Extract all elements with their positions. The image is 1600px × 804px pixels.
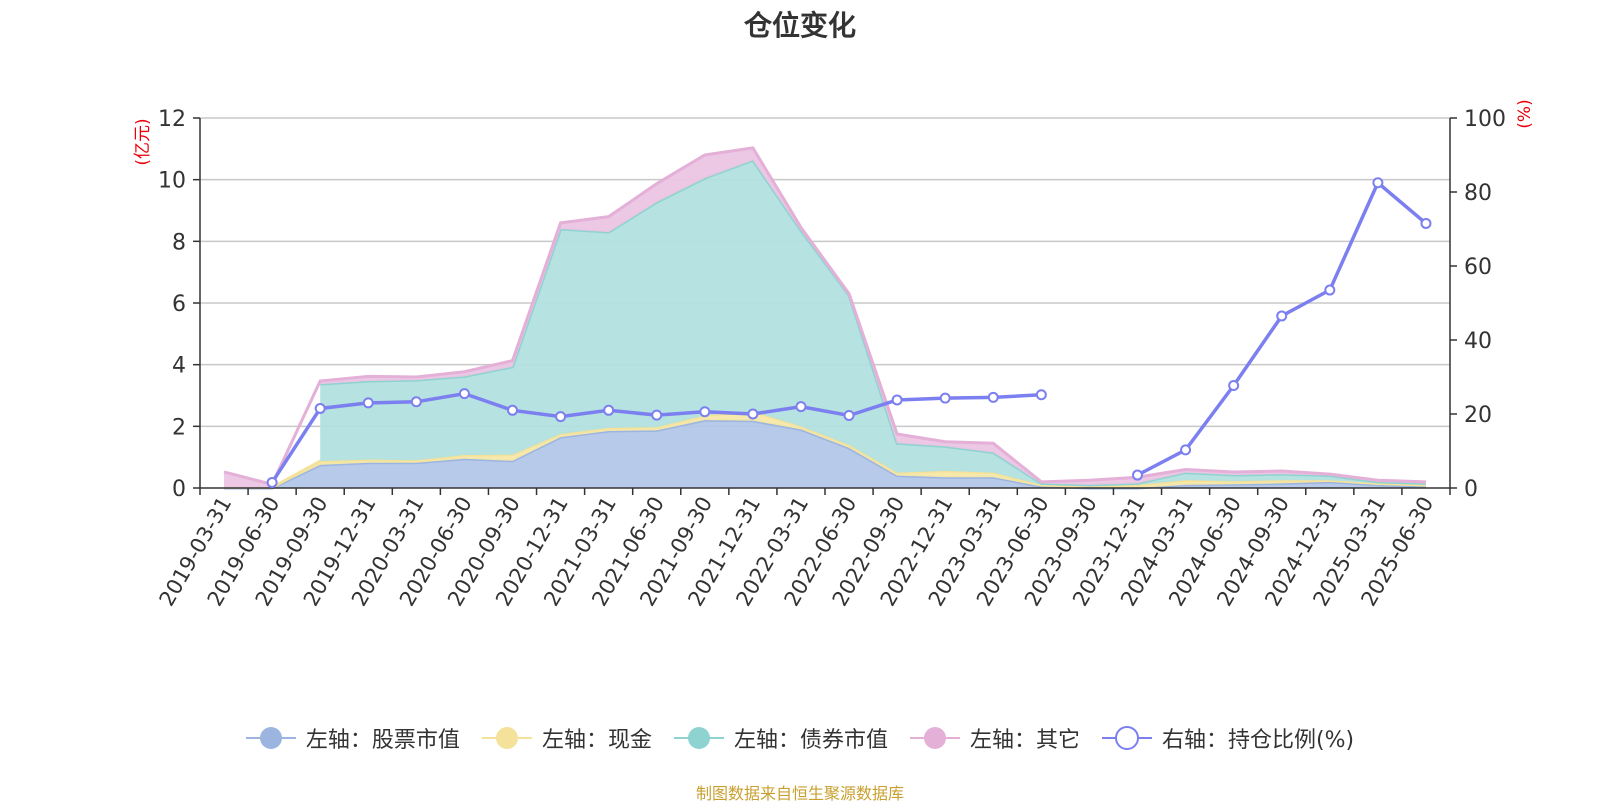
stacked-areas: [223, 146, 1427, 490]
ratio-point: [555, 411, 567, 423]
ratio-line-path: [1136, 179, 1428, 477]
legend-symbol-icon: [673, 727, 724, 749]
right-tick-label: 40: [1464, 329, 1492, 354]
legend: 左轴：股票市值 左轴：现金 左轴：债券市值 左轴：其它 右轴：持仓比例(%): [0, 722, 1600, 754]
right-tick-label: 60: [1464, 255, 1492, 280]
area-edge-line: [224, 418, 1427, 490]
ratio-point: [362, 397, 374, 409]
left-tick-label: 8: [172, 230, 186, 255]
ratio-point: [1228, 380, 1240, 392]
source-note: 制图数据来自恒生聚源数据库: [695, 784, 904, 803]
legend-item[interactable]: 右轴：持仓比例(%): [1101, 722, 1355, 754]
legend-marker: [923, 727, 946, 749]
right-axis-label: (%): [1515, 99, 1535, 128]
ratio-point: [410, 396, 422, 408]
ratio-point: [1035, 389, 1047, 401]
ratio-point: [314, 402, 326, 414]
right-tick-label: 80: [1464, 181, 1492, 206]
ratio-point: [795, 401, 807, 413]
legend-marker: [495, 727, 518, 749]
ratio-point: [1276, 310, 1288, 322]
ratio-point: [747, 408, 759, 420]
left-tick-label: 12: [158, 107, 186, 132]
legend-symbol-icon: [1101, 726, 1152, 750]
legend-symbol-icon: [245, 727, 296, 749]
legend-label: 左轴：股票市值: [305, 728, 460, 753]
legend-item[interactable]: 左轴：其它: [909, 722, 1080, 754]
legend-label: 左轴：现金: [541, 728, 652, 753]
chart-canvas: 0246810120204060801002019-03-312019-06-3…: [133, 99, 1535, 610]
legend-label: 右轴：持仓比例(%): [1161, 728, 1355, 753]
legend-item[interactable]: 左轴：现金: [481, 722, 652, 754]
left-axis-label: (亿元): [133, 118, 153, 165]
legend-marker: [1114, 726, 1139, 750]
area-edge-line: [223, 146, 1427, 487]
left-tick-label: 6: [172, 292, 186, 317]
left-tick-label: 2: [172, 415, 186, 440]
ratio-line: [266, 177, 1432, 488]
legend-symbol-icon: [481, 727, 532, 749]
ratio-point: [1324, 284, 1336, 296]
legend-label: 左轴：其它: [969, 728, 1080, 753]
legend-item[interactable]: 左轴：债券市值: [673, 722, 888, 754]
ratio-point: [987, 391, 999, 403]
ratio-point: [507, 404, 518, 416]
ratio-point: [939, 392, 951, 404]
left-tick-label: 4: [172, 354, 186, 379]
legend-marker: [259, 727, 282, 749]
ratio-point: [699, 406, 711, 418]
left-tick-label: 0: [172, 477, 186, 502]
ratio-point: [458, 388, 470, 400]
ratio-point: [1420, 217, 1432, 229]
ratio-point: [266, 476, 278, 488]
legend-label: 左轴：债券市值: [733, 728, 888, 753]
right-tick-label: 20: [1464, 403, 1492, 428]
ratio-point: [1372, 177, 1384, 189]
ratio-point: [651, 409, 663, 421]
legend-marker: [687, 727, 710, 749]
ratio-point: [603, 404, 615, 416]
chart-title: 仓位变化: [743, 9, 856, 42]
legend-item[interactable]: 左轴：股票市值: [245, 722, 460, 754]
right-tick-label: 100: [1464, 107, 1506, 132]
area-fill: [224, 420, 1426, 488]
area-fill: [320, 160, 1426, 487]
left-tick-label: 10: [158, 169, 186, 194]
ratio-point: [1180, 444, 1192, 456]
legend-symbol-icon: [909, 727, 960, 749]
ratio-point: [891, 394, 903, 406]
ratio-point: [1132, 469, 1143, 481]
ratio-point: [843, 409, 855, 421]
right-tick-label: 0: [1464, 477, 1478, 502]
